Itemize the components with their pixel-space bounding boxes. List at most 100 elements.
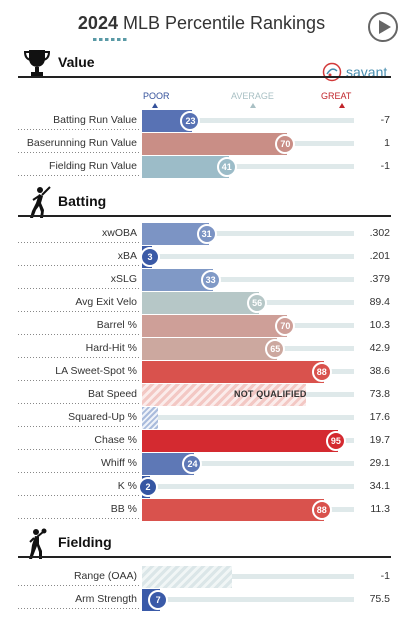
metric-label: Chase % xyxy=(94,434,137,446)
percentile-bar[interactable] xyxy=(142,110,193,132)
percentile-bar[interactable] xyxy=(142,453,195,475)
percentile-marker[interactable]: 70 xyxy=(275,134,296,154)
label-leader-line xyxy=(18,129,140,130)
percentile-marker[interactable]: 65 xyxy=(265,339,286,359)
metric-value: 34.1 xyxy=(369,480,390,492)
label-leader-line xyxy=(18,175,140,176)
metric-value: -7 xyxy=(380,114,390,126)
play-button[interactable] xyxy=(368,12,398,42)
percentile-bar[interactable] xyxy=(142,133,288,155)
percentile-bar[interactable] xyxy=(142,499,324,521)
metric-label: Range (OAA) xyxy=(73,570,137,582)
metric-label: Whiff % xyxy=(101,457,137,469)
metric-value: .302 xyxy=(369,227,390,239)
section-header-fielding: Fielding xyxy=(0,526,403,559)
metric-row-baserunning-run-value: Baserunning Run Value 70 1 xyxy=(0,133,403,155)
metric-label: Arm Strength xyxy=(75,593,137,605)
metric-value: 17.6 xyxy=(369,411,390,423)
fielder-icon xyxy=(22,526,52,560)
section-divider xyxy=(18,76,391,78)
metric-value: 19.7 xyxy=(369,434,390,446)
label-leader-line xyxy=(18,403,140,404)
metric-row-range-oaa: Range (OAA) -1 xyxy=(0,566,403,588)
title-year: 2024 xyxy=(77,13,118,33)
percentile-marker[interactable]: 56 xyxy=(247,293,268,313)
percentile-bar[interactable] xyxy=(142,156,229,178)
percentile-bar[interactable] xyxy=(142,269,213,291)
metric-label: Baserunning Run Value xyxy=(26,137,137,149)
label-leader-line xyxy=(18,152,140,153)
metric-row-fielding-run-value: Fielding Run Value 41 -1 xyxy=(0,156,403,178)
scale-poor-label: POOR xyxy=(143,91,170,101)
metric-row-whiff: Whiff % 24 29.1 xyxy=(0,453,403,475)
label-leader-line xyxy=(18,472,140,473)
label-leader-line xyxy=(18,334,140,335)
percentile-marker[interactable]: 41 xyxy=(216,157,237,177)
percentile-track xyxy=(142,415,354,420)
section-divider xyxy=(18,215,391,217)
label-leader-line xyxy=(18,242,140,243)
label-leader-line xyxy=(18,585,140,586)
label-leader-line xyxy=(18,380,140,381)
trophy-icon xyxy=(22,46,52,80)
percentile-marker[interactable]: 31 xyxy=(196,224,217,244)
metric-value: .201 xyxy=(369,250,390,262)
metric-row-xslg: xSLG 33 .379 xyxy=(0,269,403,291)
percentile-marker[interactable]: 7 xyxy=(148,590,169,610)
metric-row-xba: xBA 3 .201 xyxy=(0,246,403,268)
percentile-bar[interactable] xyxy=(142,430,338,452)
percentile-marker[interactable]: 24 xyxy=(182,454,203,474)
percentile-bar[interactable] xyxy=(142,315,288,337)
metric-label: LA Sweet-Spot % xyxy=(55,365,137,377)
metric-row-la-sweet-spot: LA Sweet-Spot % 88 38.6 xyxy=(0,361,403,383)
percentile-track xyxy=(142,231,354,236)
percentile-marker[interactable]: 95 xyxy=(325,431,346,451)
percentile-marker[interactable]: 3 xyxy=(140,247,161,267)
play-icon xyxy=(378,20,391,34)
percentile-marker[interactable]: 33 xyxy=(200,270,221,290)
label-leader-line xyxy=(18,265,140,266)
percentile-track xyxy=(142,484,354,489)
section-title: Batting xyxy=(58,193,107,209)
metric-label: Fielding Run Value xyxy=(49,160,137,172)
metric-value: -1 xyxy=(380,570,390,582)
metric-value: 29.1 xyxy=(369,457,390,469)
percentile-bar[interactable] xyxy=(142,361,324,383)
section-header-value: Value xyxy=(0,46,403,78)
percentile-track xyxy=(142,597,354,602)
percentile-track xyxy=(142,254,354,259)
metric-label: Bat Speed xyxy=(87,388,137,400)
percentile-marker[interactable]: 88 xyxy=(311,362,332,382)
section-divider xyxy=(18,556,391,558)
metric-value: 38.6 xyxy=(369,365,390,377)
percentile-scale: POOR AVERAGE GREAT xyxy=(0,91,403,108)
metric-row-hard-hit: Hard-Hit % 65 42.9 xyxy=(0,338,403,360)
savant-logo-icon xyxy=(322,62,342,82)
title-text: MLB Percentile Rankings xyxy=(117,13,326,33)
metric-label: xBA xyxy=(117,250,137,262)
percentile-marker[interactable]: 23 xyxy=(180,111,201,131)
label-leader-line xyxy=(18,495,140,496)
percentile-track xyxy=(142,277,354,282)
metric-row-chase: Chase % 95 19.7 xyxy=(0,430,403,452)
metric-label: xwOBA xyxy=(101,227,137,239)
metric-row-arm-strength: Arm Strength 7 75.5 xyxy=(0,589,403,611)
percentile-bar[interactable] xyxy=(142,338,278,360)
metric-label: BB % xyxy=(110,503,137,515)
batter-icon xyxy=(22,185,52,219)
percentile-marker[interactable]: 70 xyxy=(275,316,296,336)
metric-value: 42.9 xyxy=(369,342,390,354)
metric-row-bb: BB % 88 11.3 xyxy=(0,499,403,521)
label-leader-line xyxy=(18,449,140,450)
percentile-bar[interactable] xyxy=(142,223,209,245)
page-title: 2024 MLB Percentile Rankings xyxy=(0,13,403,34)
metric-label: Squared-Up % xyxy=(68,411,137,423)
metric-value: 75.5 xyxy=(369,593,390,605)
percentile-track xyxy=(142,461,354,466)
metric-label: K % xyxy=(117,480,137,492)
metric-value: 10.3 xyxy=(369,319,390,331)
percentile-bar[interactable] xyxy=(142,292,260,314)
not-qualified-label: NOT QUALIFIED xyxy=(234,389,307,399)
percentile-marker[interactable]: 88 xyxy=(311,500,332,520)
percentile-marker[interactable]: 2 xyxy=(138,477,159,497)
